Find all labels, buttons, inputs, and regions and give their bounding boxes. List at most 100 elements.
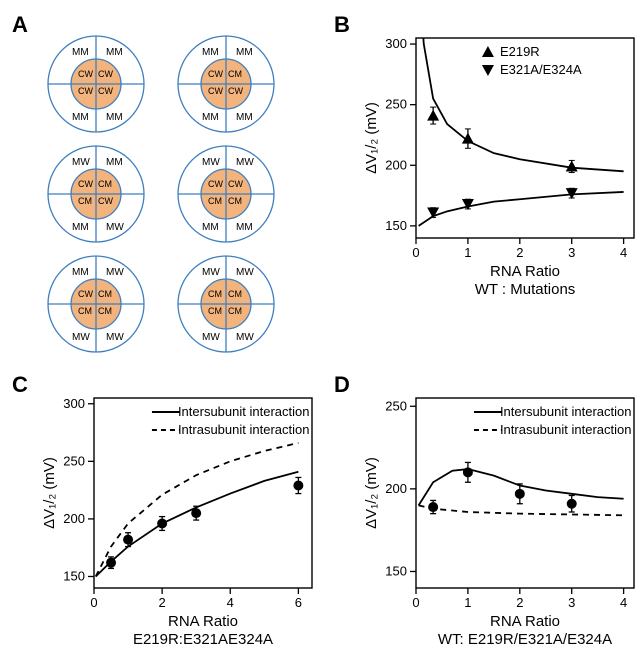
outer-label: MW <box>106 222 124 233</box>
outer-label: MW <box>106 267 124 278</box>
panel-d: D 01234150200250ΔV₁/₂ (mV)RNA RatioWT: E… <box>334 372 636 655</box>
outer-label: MM <box>106 112 123 123</box>
outer-label: MW <box>106 332 124 343</box>
svg-text:250: 250 <box>385 97 407 112</box>
cell-diagram: MW MW MW MW CM CM CM CM <box>176 254 276 354</box>
inner-label: CM <box>208 306 222 316</box>
inner-label: CM <box>78 196 92 206</box>
outer-label: MM <box>72 222 89 233</box>
panel-b-label: B <box>334 12 350 38</box>
outer-label: MM <box>236 47 253 58</box>
panel-a-label: A <box>12 12 28 38</box>
outer-label: MM <box>106 47 123 58</box>
panel-b: B 01234150200250300ΔV₁/₂ (mV)RNA RatioWT… <box>334 12 636 354</box>
svg-text:0: 0 <box>412 595 419 610</box>
svg-text:ΔV₁/₂ (mV): ΔV₁/₂ (mV) <box>363 457 380 529</box>
outer-label: MW <box>236 267 254 278</box>
inner-label: CW <box>208 179 223 189</box>
inner-label: CW <box>98 86 113 96</box>
outer-label: MW <box>72 157 90 168</box>
inner-label: CM <box>208 196 222 206</box>
outer-label: MM <box>236 112 253 123</box>
inner-label: CM <box>228 289 242 299</box>
inner-label: CW <box>78 289 93 299</box>
inner-label: CW <box>228 86 243 96</box>
svg-text:Intrasubunit interaction: Intrasubunit interaction <box>178 422 310 437</box>
panel-a: A MMMMMMMMCWCWCWCWMMMMMMMMCWCMCWCWMWMMMM… <box>12 12 318 354</box>
panel-c: C 0246150200250300ΔV₁/₂ (mV)RNA RatioE21… <box>12 372 318 655</box>
inner-label: CW <box>78 86 93 96</box>
inner-label: CW <box>78 69 93 79</box>
svg-text:1: 1 <box>464 595 471 610</box>
outer-label: MM <box>72 267 89 278</box>
inner-label: CW <box>208 69 223 79</box>
svg-text:3: 3 <box>568 245 575 260</box>
inner-label: CM <box>228 196 242 206</box>
panel-c-chart: 0246150200250300ΔV₁/₂ (mV)RNA RatioE219R… <box>38 390 318 655</box>
cell-diagram: MMMWMWMWCWCMCMCM <box>46 254 146 354</box>
inner-label: CW <box>78 179 93 189</box>
svg-text:RNA Ratio: RNA Ratio <box>168 613 238 630</box>
inner-label: CM <box>228 69 242 79</box>
inner-label: CW <box>208 86 223 96</box>
inner-label: CM <box>78 306 92 316</box>
cell-diagram: MW MW MM MM CW CW CM CM <box>176 144 276 244</box>
cell-diagram: MW MM MM MW CW CM CM CW <box>46 144 146 244</box>
outer-label: MM <box>236 222 253 233</box>
inner-label: CW <box>228 179 243 189</box>
cell-diagram: MM MM MM MM CW CW CW CW <box>46 34 146 134</box>
svg-text:200: 200 <box>385 481 407 496</box>
panel-d-chart: 01234150200250ΔV₁/₂ (mV)RNA RatioWT: E21… <box>360 390 636 655</box>
outer-label: MW <box>202 157 220 168</box>
svg-text:300: 300 <box>63 396 85 411</box>
svg-text:ΔV₁/₂ (mV): ΔV₁/₂ (mV) <box>41 457 58 529</box>
inner-label: CM <box>98 306 112 316</box>
outer-label: MM <box>202 47 219 58</box>
svg-text:2: 2 <box>516 245 523 260</box>
svg-text:ΔV₁/₂ (mV): ΔV₁/₂ (mV) <box>363 102 380 174</box>
svg-text:150: 150 <box>385 218 407 233</box>
svg-text:150: 150 <box>63 568 85 583</box>
svg-text:E219R: E219R <box>500 44 540 59</box>
svg-text:0: 0 <box>90 595 97 610</box>
panel-d-label: D <box>334 372 350 398</box>
svg-text:6: 6 <box>295 595 302 610</box>
outer-label: MW <box>236 157 254 168</box>
inner-label: CM <box>208 289 222 299</box>
outer-label: MW <box>202 332 220 343</box>
outer-label: MW <box>236 332 254 343</box>
inner-label: CW <box>98 196 113 206</box>
panel-a-cartoons: MMMMMMMMCWCWCWCWMMMMMMMMCWCMCWCWMWMMMMMW… <box>36 34 286 354</box>
svg-text:RNA Ratio: RNA Ratio <box>490 263 560 280</box>
svg-text:1: 1 <box>464 245 471 260</box>
svg-text:E321A/E324A: E321A/E324A <box>500 62 582 77</box>
svg-text:2: 2 <box>159 595 166 610</box>
outer-label: MM <box>202 222 219 233</box>
svg-text:WT : Mutations: WT : Mutations <box>475 281 576 298</box>
outer-label: MW <box>202 267 220 278</box>
svg-text:RNA Ratio: RNA Ratio <box>490 613 560 630</box>
outer-label: MM <box>72 47 89 58</box>
cell-diagram: MM MM MM MM CW CM CW CW <box>176 34 276 134</box>
svg-text:Intersubunit interaction: Intersubunit interaction <box>500 404 632 419</box>
svg-text:0: 0 <box>412 245 419 260</box>
svg-text:4: 4 <box>620 245 627 260</box>
svg-text:4: 4 <box>227 595 234 610</box>
svg-text:Intrasubunit interaction: Intrasubunit interaction <box>500 422 632 437</box>
inner-label: CM <box>98 289 112 299</box>
svg-text:200: 200 <box>385 157 407 172</box>
svg-text:2: 2 <box>516 595 523 610</box>
outer-label: MM <box>106 157 123 168</box>
svg-text:250: 250 <box>385 398 407 413</box>
inner-label: CM <box>228 306 242 316</box>
inner-label: CM <box>98 179 112 189</box>
panel-b-chart: 01234150200250300ΔV₁/₂ (mV)RNA RatioWT :… <box>360 30 636 305</box>
outer-label: MM <box>72 112 89 123</box>
svg-text:Intersubunit interaction: Intersubunit interaction <box>178 404 310 419</box>
outer-label: MM <box>202 112 219 123</box>
svg-text:4: 4 <box>620 595 627 610</box>
figure: A MMMMMMMMCWCWCWCWMMMMMMMMCWCMCWCWMWMMMM… <box>12 12 624 655</box>
svg-text:3: 3 <box>568 595 575 610</box>
svg-text:250: 250 <box>63 453 85 468</box>
inner-label: CW <box>98 69 113 79</box>
